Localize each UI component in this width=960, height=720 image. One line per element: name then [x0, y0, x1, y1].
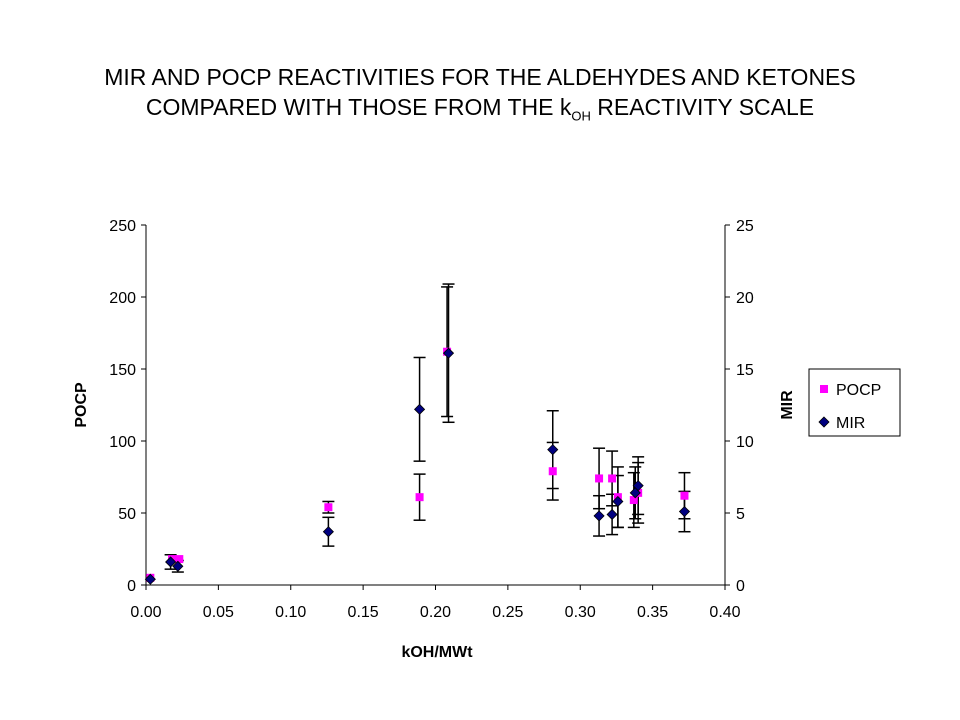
mir-point — [678, 505, 691, 518]
mir-point — [632, 480, 644, 492]
x-tick-label: 0.10 — [275, 604, 306, 621]
x-tick-label: 0.25 — [492, 604, 523, 621]
legend-pocp-label: POCP — [836, 382, 881, 399]
y-tick-label: 0 — [127, 578, 136, 595]
chart-axes — [145, 225, 726, 586]
y2-tick-label: 20 — [736, 290, 754, 307]
mir-point — [593, 510, 605, 522]
x-tick-label: 0.15 — [348, 604, 379, 621]
mir-point — [144, 573, 156, 585]
pocp-point — [548, 467, 557, 476]
pocp-point — [415, 493, 424, 502]
chart-title-line-2-end: REACTIVITY SCALE — [590, 94, 815, 120]
y-tick-label: 250 — [109, 218, 136, 235]
mir-point — [165, 556, 177, 568]
pocp-point — [608, 474, 617, 483]
x-tick-label: 0.20 — [420, 604, 451, 621]
pocp-point — [175, 555, 184, 564]
y-tick-label: 100 — [109, 434, 136, 451]
chart-title-line-2: COMPARED WITH THOSE FROM THE kOH REACTIV… — [0, 92, 960, 132]
pocp-point — [324, 503, 333, 512]
x-tick-label: 0.00 — [130, 604, 161, 621]
pocp-point — [629, 496, 638, 505]
y2-tick-label: 10 — [736, 434, 754, 451]
legend-pocp-marker — [820, 385, 828, 393]
mir-point — [322, 526, 334, 538]
y2-tick-label: 15 — [736, 362, 754, 379]
mir-point — [172, 560, 184, 572]
y2-axis-label: MIR — [779, 390, 796, 420]
y2-tick-label: 0 — [736, 578, 745, 595]
error-bars — [164, 283, 691, 573]
y-tick-label: 50 — [118, 506, 136, 523]
mir-point — [606, 508, 618, 521]
chart-title-subscript: OH — [571, 108, 591, 124]
y-tick-label: 200 — [109, 290, 136, 307]
mir-point — [414, 403, 426, 415]
y2-tick-label: 5 — [736, 506, 745, 523]
x-tick-label: 0.40 — [709, 604, 740, 621]
chart-title-line-1: MIR AND POCP REACTIVITIES FOR THE ALDEHY… — [104, 64, 856, 90]
y-axis-ticks: 0 50 100 150 200 250 — [109, 218, 146, 595]
mir-point — [442, 347, 455, 359]
x-axis-label: kOH/MWt — [401, 644, 473, 661]
pocp-point — [680, 491, 689, 500]
x-tick-label: 0.30 — [565, 604, 596, 621]
x-tick-label: 0.35 — [637, 604, 668, 621]
y-tick-label: 150 — [109, 362, 136, 379]
x-tick-label: 0.05 — [203, 604, 234, 621]
legend-mir-marker — [818, 416, 830, 428]
mir-point — [547, 444, 559, 456]
legend-mir-label: MIR — [836, 415, 865, 432]
chart-title-line-2-text: COMPARED WITH THOSE FROM THE k — [145, 94, 572, 120]
pocp-point — [595, 474, 604, 483]
mir-point — [612, 495, 624, 508]
chart-title: MIR AND POCP REACTIVITIES FOR THE ALDEHY… — [0, 62, 960, 132]
y-axis-label: POCP — [73, 382, 90, 428]
legend: POCP MIR — [808, 368, 901, 437]
x-axis-ticks: 0.00 0.05 0.10 0.15 0.20 0.25 0.30 0.35 0.40 — [130, 585, 741, 621]
y2-axis-ticks: 0 5 10 15 20 25 — [725, 218, 754, 595]
y2-tick-label: 25 — [736, 218, 754, 235]
data-markers — [144, 347, 691, 585]
